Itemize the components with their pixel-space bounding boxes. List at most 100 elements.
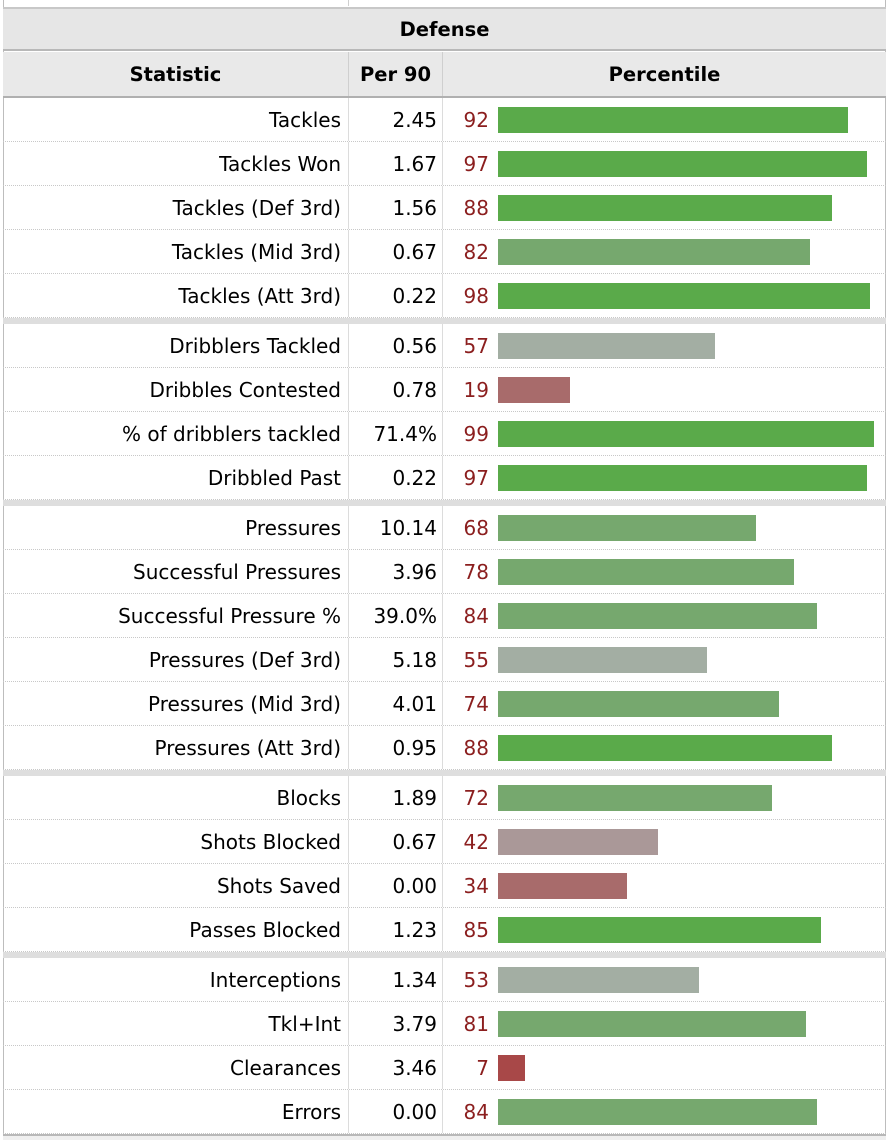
percentile-value: 97 xyxy=(463,152,489,176)
stat-name[interactable]: Pressures (Mid 3rd) xyxy=(148,692,341,716)
per90-value: 3.79 xyxy=(348,1002,443,1045)
column-header-statistic[interactable]: Statistic xyxy=(129,63,222,86)
per90-value: 0.95 xyxy=(348,726,443,769)
stat-name[interactable]: Tackles (Att 3rd) xyxy=(178,284,341,308)
percentile-bar xyxy=(498,917,821,943)
table-footer-edge xyxy=(3,1134,886,1140)
percentile-bar xyxy=(498,1011,806,1037)
per90-value: 0.78 xyxy=(348,368,443,411)
table-row: Clearances 3.46 7 xyxy=(3,1046,886,1090)
per90-value: 0.00 xyxy=(348,1090,443,1133)
percentile-bar xyxy=(498,785,772,811)
stat-name[interactable]: Tkl+Int xyxy=(268,1012,341,1036)
per90-value: 0.22 xyxy=(348,456,443,499)
table-row: Successful Pressures 3.96 78 xyxy=(3,550,886,594)
stat-name[interactable]: Tackles (Mid 3rd) xyxy=(171,240,341,264)
table-row: Pressures (Mid 3rd) 4.01 74 xyxy=(3,682,886,726)
per90-value: 1.67 xyxy=(348,142,443,185)
stat-name[interactable]: Tackles xyxy=(268,108,341,132)
percentile-value: 84 xyxy=(463,1100,489,1124)
percentile-bar xyxy=(498,967,699,993)
stat-name[interactable]: Shots Saved xyxy=(216,874,341,898)
stat-name[interactable]: Pressures xyxy=(245,516,341,540)
per90-value: 2.45 xyxy=(348,98,443,141)
percentile-bar xyxy=(498,829,658,855)
percentile-bar xyxy=(498,333,715,359)
table-row: Tackles (Mid 3rd) 0.67 82 xyxy=(3,230,886,274)
table-row: Pressures (Att 3rd) 0.95 88 xyxy=(3,726,886,770)
table-row: Tkl+Int 3.79 81 xyxy=(3,1002,886,1046)
per90-value: 3.96 xyxy=(348,550,443,593)
percentile-value: 57 xyxy=(463,334,489,358)
per90-value: 1.23 xyxy=(348,908,443,951)
section-title: Defense xyxy=(3,7,886,51)
stat-name[interactable]: Dribblers Tackled xyxy=(169,334,341,358)
percentile-value: 53 xyxy=(463,968,489,992)
table-row: Successful Pressure % 39.0% 84 xyxy=(3,594,886,638)
stat-name[interactable]: Clearances xyxy=(230,1056,341,1080)
percentile-value: 85 xyxy=(463,918,489,942)
percentile-bar xyxy=(498,239,810,265)
percentile-value: 97 xyxy=(463,466,489,490)
stat-name[interactable]: Shots Blocked xyxy=(200,830,341,854)
percentile-bar xyxy=(498,377,570,403)
percentile-bar xyxy=(498,735,832,761)
column-header-per90[interactable]: Per 90 xyxy=(348,52,443,96)
stat-name[interactable]: Tackles Won xyxy=(219,152,341,176)
percentile-bar xyxy=(498,873,627,899)
percentile-value: 78 xyxy=(463,560,489,584)
percentile-bar xyxy=(498,559,794,585)
stat-name[interactable]: Interceptions xyxy=(209,968,341,992)
table-row: Passes Blocked 1.23 85 xyxy=(3,908,886,952)
stat-name[interactable]: Errors xyxy=(281,1100,341,1124)
percentile-value: 81 xyxy=(463,1012,489,1036)
stat-name[interactable]: Dribbles Contested xyxy=(149,378,342,402)
column-header-percentile[interactable]: Percentile xyxy=(608,63,721,86)
table-body: Tackles 2.45 92 Tackles Won 1.67 97 Tackles (D… xyxy=(3,98,886,1134)
table-row: Tackles 2.45 92 xyxy=(3,98,886,142)
percentile-bar xyxy=(498,603,817,629)
group-separator xyxy=(3,952,886,958)
percentile-value: 88 xyxy=(463,736,489,760)
percentile-value: 92 xyxy=(463,108,489,132)
percentile-value: 34 xyxy=(463,874,489,898)
group-separator xyxy=(3,770,886,776)
per90-value: 1.89 xyxy=(348,776,443,819)
per90-value: 1.56 xyxy=(348,186,443,229)
stat-name[interactable]: Pressures (Def 3rd) xyxy=(148,648,341,672)
stat-name[interactable]: Tackles (Def 3rd) xyxy=(172,196,341,220)
stat-name[interactable]: Successful Pressures xyxy=(133,560,341,584)
per90-value: 71.4% xyxy=(348,412,443,455)
table-row: Tackles (Def 3rd) 1.56 88 xyxy=(3,186,886,230)
stat-name[interactable]: Successful Pressure % xyxy=(118,604,341,628)
per90-value: 39.0% xyxy=(348,594,443,637)
per90-value: 0.00 xyxy=(348,864,443,907)
top-divider-stub xyxy=(348,0,349,6)
table-row: Tackles Won 1.67 97 xyxy=(3,142,886,186)
percentile-bar xyxy=(498,647,707,673)
stat-name[interactable]: Blocks xyxy=(276,786,341,810)
percentile-value: 98 xyxy=(463,284,489,308)
table-row: Dribbles Contested 0.78 19 xyxy=(3,368,886,412)
table-row: Blocks 1.89 72 xyxy=(3,770,886,820)
per90-value: 0.56 xyxy=(348,324,443,367)
table-row: Pressures 10.14 68 xyxy=(3,500,886,550)
table-row: Errors 0.00 84 xyxy=(3,1090,886,1134)
percentile-bar xyxy=(498,151,867,177)
stat-name[interactable]: Dribbled Past xyxy=(207,466,341,490)
per90-value: 4.01 xyxy=(348,682,443,725)
table-row: Shots Blocked 0.67 42 xyxy=(3,820,886,864)
per90-value: 0.67 xyxy=(348,230,443,273)
per90-value: 5.18 xyxy=(348,638,443,681)
stat-name[interactable]: Pressures (Att 3rd) xyxy=(154,736,341,760)
group-separator xyxy=(3,318,886,324)
percentile-bar xyxy=(498,283,870,309)
stat-name[interactable]: % of dribblers tackled xyxy=(122,422,341,446)
percentile-bar xyxy=(498,195,832,221)
percentile-value: 84 xyxy=(463,604,489,628)
stat-name[interactable]: Passes Blocked xyxy=(189,918,341,942)
table-row: Pressures (Def 3rd) 5.18 55 xyxy=(3,638,886,682)
percentile-value: 19 xyxy=(463,378,489,402)
percentile-bar xyxy=(498,515,756,541)
per90-value: 0.67 xyxy=(348,820,443,863)
